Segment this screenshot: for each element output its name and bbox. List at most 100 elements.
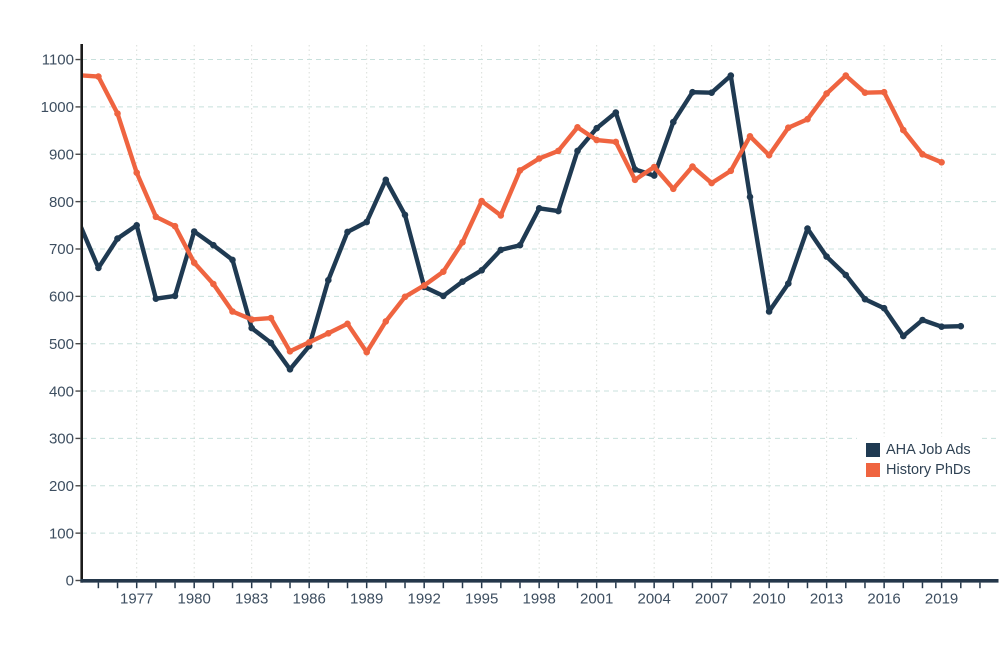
data-point-aha-job-ads-1994[interactable] bbox=[459, 278, 466, 286]
data-point-aha-job-ads-2005[interactable] bbox=[670, 118, 677, 126]
data-point-history-phds-1983[interactable] bbox=[248, 316, 255, 323]
data-point-history-phds-1993[interactable] bbox=[440, 268, 447, 276]
data-point-history-phds-1988[interactable] bbox=[344, 320, 351, 328]
data-point-aha-job-ads-2015[interactable] bbox=[861, 295, 869, 303]
data-point-history-phds-1992[interactable] bbox=[420, 282, 428, 289]
data-point-history-phds-1978[interactable] bbox=[152, 213, 160, 221]
data-point-history-phds-2016[interactable] bbox=[880, 88, 888, 96]
data-point-aha-job-ads-1995[interactable] bbox=[478, 267, 486, 274]
data-point-history-phds-2001[interactable] bbox=[593, 136, 600, 144]
data-point-aha-job-ads-2010[interactable] bbox=[765, 308, 773, 315]
data-point-history-phds-1987[interactable] bbox=[325, 330, 332, 337]
data-point-history-phds-1991[interactable] bbox=[401, 293, 409, 301]
series-history-phds-line[interactable] bbox=[79, 73, 944, 355]
data-point-history-phds-2000[interactable] bbox=[574, 124, 581, 131]
data-point-aha-job-ads-2013[interactable] bbox=[823, 253, 830, 260]
data-point-history-phds-1980[interactable] bbox=[190, 259, 198, 267]
data-point-history-phds-2002[interactable] bbox=[612, 138, 620, 146]
data-point-aha-job-ads-2003[interactable] bbox=[631, 166, 639, 173]
data-point-aha-job-ads-1993[interactable] bbox=[440, 292, 447, 300]
data-point-aha-job-ads-2011[interactable] bbox=[785, 280, 792, 287]
data-point-history-phds-1989[interactable] bbox=[363, 348, 371, 356]
data-point-aha-job-ads-1977[interactable] bbox=[133, 222, 140, 229]
data-point-history-phds-1975[interactable] bbox=[95, 73, 102, 80]
data-point-history-phds-1982[interactable] bbox=[229, 308, 236, 315]
data-point-history-phds-1997[interactable] bbox=[516, 167, 524, 174]
data-point-aha-job-ads-2007[interactable] bbox=[708, 89, 715, 96]
data-point-aha-job-ads-1989[interactable] bbox=[363, 218, 371, 226]
data-point-aha-job-ads-2012[interactable] bbox=[804, 225, 811, 232]
y-tick-label-800: 800 bbox=[49, 194, 74, 211]
data-point-aha-job-ads-1978[interactable] bbox=[152, 295, 160, 303]
data-point-aha-job-ads-2008[interactable] bbox=[727, 72, 735, 79]
y-tick-label-200: 200 bbox=[49, 478, 74, 495]
data-point-history-phds-1998[interactable] bbox=[535, 155, 543, 162]
legend-item-aha-job-ads[interactable]: AHA Job Ads bbox=[866, 443, 971, 457]
series-history-phds[interactable] bbox=[76, 72, 945, 356]
data-point-history-phds-2018[interactable] bbox=[919, 151, 926, 158]
data-point-history-phds-1999[interactable] bbox=[555, 147, 562, 155]
data-point-history-phds-1995[interactable] bbox=[478, 197, 486, 205]
data-point-aha-job-ads-2000[interactable] bbox=[574, 147, 581, 155]
data-point-history-phds-2008[interactable] bbox=[727, 167, 735, 175]
data-point-history-phds-1986[interactable] bbox=[305, 339, 313, 346]
data-point-aha-job-ads-1976[interactable] bbox=[114, 235, 121, 242]
data-point-history-phds-2015[interactable] bbox=[861, 89, 869, 96]
data-point-history-phds-1984[interactable] bbox=[267, 314, 275, 322]
x-gridlines bbox=[136, 45, 943, 580]
data-point-history-phds-1981[interactable] bbox=[210, 280, 217, 288]
data-point-aha-job-ads-2017[interactable] bbox=[900, 332, 907, 340]
data-point-history-phds-2013[interactable] bbox=[823, 90, 830, 97]
data-point-history-phds-2007[interactable] bbox=[708, 179, 715, 187]
series-aha-job-ads[interactable] bbox=[76, 72, 965, 373]
data-point-aha-job-ads-2006[interactable] bbox=[689, 88, 696, 96]
data-point-aha-job-ads-1999[interactable] bbox=[555, 207, 562, 215]
data-point-history-phds-2019[interactable] bbox=[938, 159, 945, 166]
data-point-history-phds-2004[interactable] bbox=[650, 163, 658, 171]
data-point-aha-job-ads-1998[interactable] bbox=[535, 205, 543, 212]
data-point-aha-job-ads-2019[interactable] bbox=[938, 323, 945, 331]
data-point-aha-job-ads-1983[interactable] bbox=[248, 324, 255, 332]
data-point-aha-job-ads-1990[interactable] bbox=[382, 176, 390, 184]
data-point-history-phds-2006[interactable] bbox=[689, 163, 696, 170]
data-point-aha-job-ads-1975[interactable] bbox=[95, 264, 102, 272]
data-point-aha-job-ads-1979[interactable] bbox=[171, 292, 179, 300]
data-point-aha-job-ads-1988[interactable] bbox=[344, 228, 351, 236]
data-point-history-phds-1979[interactable] bbox=[171, 222, 179, 230]
data-point-history-phds-2009[interactable] bbox=[746, 133, 754, 140]
data-point-history-phds-1985[interactable] bbox=[286, 348, 294, 355]
data-point-aha-job-ads-1982[interactable] bbox=[229, 256, 236, 264]
data-point-aha-job-ads-2004[interactable] bbox=[650, 172, 658, 179]
data-point-aha-job-ads-1991[interactable] bbox=[401, 211, 409, 219]
data-point-history-phds-1976[interactable] bbox=[114, 110, 121, 117]
data-point-history-phds-1977[interactable] bbox=[133, 169, 140, 176]
data-point-history-phds-2017[interactable] bbox=[900, 126, 907, 134]
data-point-aha-job-ads-1981[interactable] bbox=[210, 241, 217, 249]
data-point-aha-job-ads-2016[interactable] bbox=[880, 304, 888, 312]
data-point-aha-job-ads-2009[interactable] bbox=[746, 193, 754, 201]
data-point-aha-job-ads-1984[interactable] bbox=[267, 339, 275, 347]
data-point-aha-job-ads-2014[interactable] bbox=[842, 271, 850, 279]
data-point-history-phds-1996[interactable] bbox=[497, 212, 505, 219]
data-point-history-phds-2003[interactable] bbox=[631, 176, 639, 184]
data-point-aha-job-ads-2002[interactable] bbox=[612, 109, 620, 116]
data-point-aha-job-ads-2018[interactable] bbox=[919, 316, 926, 324]
data-point-history-phds-2010[interactable] bbox=[765, 151, 773, 159]
data-point-history-phds-2014[interactable] bbox=[842, 72, 850, 79]
series-aha-job-ads-line[interactable] bbox=[79, 73, 963, 372]
data-point-aha-job-ads-2020[interactable] bbox=[957, 322, 965, 330]
legend-item-history-phds[interactable]: History PhDs bbox=[866, 463, 971, 477]
y-tick-label-300: 300 bbox=[49, 431, 74, 448]
data-point-aha-job-ads-1997[interactable] bbox=[516, 241, 524, 249]
x-axis bbox=[80, 578, 999, 589]
data-point-history-phds-2005[interactable] bbox=[670, 185, 677, 193]
data-point-history-phds-1990[interactable] bbox=[382, 318, 390, 325]
data-point-history-phds-2012[interactable] bbox=[804, 115, 811, 123]
data-point-aha-job-ads-1980[interactable] bbox=[190, 228, 198, 235]
data-point-aha-job-ads-2001[interactable] bbox=[593, 124, 600, 132]
data-point-history-phds-2011[interactable] bbox=[785, 124, 792, 131]
data-point-aha-job-ads-1987[interactable] bbox=[325, 276, 332, 284]
data-point-aha-job-ads-1996[interactable] bbox=[497, 246, 505, 254]
data-point-history-phds-1994[interactable] bbox=[459, 239, 466, 246]
data-point-aha-job-ads-1985[interactable] bbox=[286, 366, 294, 373]
